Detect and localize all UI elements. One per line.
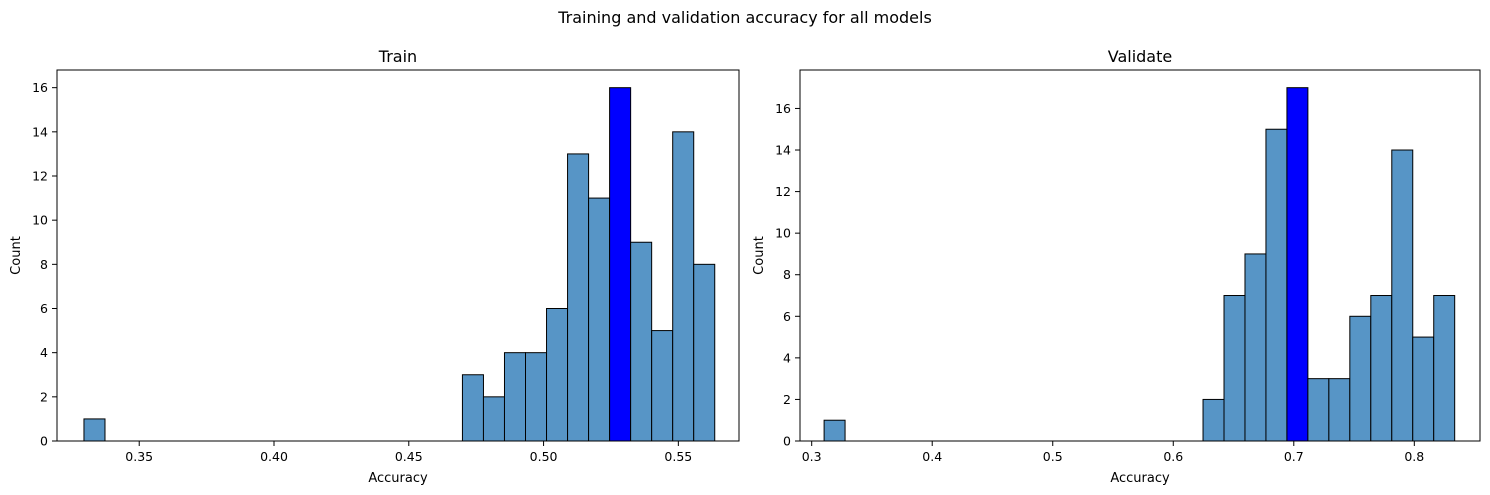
train-y-tick-label: 2	[40, 389, 48, 404]
validate-y-tick-label: 6	[783, 309, 791, 324]
figure-title: Training and validation accuracy for all…	[557, 8, 932, 27]
validate-bar	[1328, 378, 1351, 442]
train-x-tick-label: 0.40	[260, 449, 288, 464]
validate-bar	[1244, 253, 1267, 442]
train-y-tick-label: 10	[32, 213, 48, 228]
train-bar	[546, 308, 569, 442]
validate-bar	[1265, 128, 1288, 442]
train-histogram-panel: 0.35 0.40 0.45 0.50 0.55 0 2 4 6 8 10 12 14 16 Train Ac…	[9, 47, 740, 486]
train-bar	[461, 374, 484, 442]
train-bar	[503, 352, 527, 442]
train-bar	[525, 352, 548, 442]
train-x-tick-label: 0.35	[125, 449, 153, 464]
train-x-tick-label: 0.55	[664, 449, 692, 464]
train-y-axis-label: Count	[9, 236, 24, 275]
train-x-tick-label: 0.45	[395, 449, 423, 464]
train-y-tick-label: 8	[40, 257, 48, 272]
train-bar	[672, 131, 695, 442]
validate-bar	[823, 419, 846, 442]
validate-bar	[1412, 336, 1435, 442]
train-subplot-title: Train	[378, 47, 417, 66]
train-highlighted-bar	[609, 87, 632, 442]
train-bar	[651, 330, 674, 442]
validate-y-tick-label: 12	[775, 184, 791, 199]
train-y-tick-label: 6	[40, 301, 48, 316]
validate-y-tick-label: 0	[783, 434, 791, 449]
train-bar	[482, 396, 505, 442]
validate-y-tick-label: 4	[783, 350, 791, 365]
validate-y-axis-label: Count	[752, 236, 767, 275]
validate-subplot-title: Validate	[1108, 47, 1172, 66]
validate-x-tick-label: 0.6	[1163, 449, 1183, 464]
validate-y-tick-label: 10	[775, 226, 791, 241]
train-y-tick-label: 16	[32, 80, 48, 95]
train-y-tick-label: 4	[40, 345, 48, 360]
validate-bar	[1433, 295, 1456, 442]
train-x-tick-label: 0.50	[530, 449, 558, 464]
validate-bar	[1391, 149, 1414, 442]
validate-x-tick-label: 0.4	[922, 449, 942, 464]
validate-x-tick-label: 0.7	[1284, 449, 1304, 464]
train-y-tick-label: 14	[32, 124, 48, 139]
validate-x-tick-label: 0.8	[1404, 449, 1424, 464]
train-bar	[588, 197, 611, 442]
train-y-tick-label: 12	[32, 169, 48, 184]
validate-x-axis-label: Accuracy	[1110, 471, 1170, 486]
validate-bar	[1349, 315, 1372, 442]
validate-y-tick-label: 16	[775, 101, 791, 116]
train-axes-frame	[56, 69, 740, 442]
validate-x-tick-label: 0.5	[1043, 449, 1063, 464]
train-bar	[693, 263, 716, 442]
train-bar	[83, 418, 106, 442]
train-bar	[567, 153, 590, 442]
validate-highlighted-bar	[1286, 87, 1309, 442]
validate-y-tick-label: 8	[783, 267, 791, 282]
train-bar	[630, 241, 653, 442]
validate-y-tick-label: 2	[783, 392, 791, 407]
validate-y-tick-label: 14	[775, 143, 791, 158]
validate-axes-frame	[799, 69, 1481, 442]
validate-x-tick-label: 0.3	[802, 449, 822, 464]
validate-bar	[1307, 378, 1330, 442]
validate-bar	[1202, 398, 1225, 442]
train-y-tick-label: 0	[40, 434, 48, 449]
train-x-axis-label: Accuracy	[368, 471, 428, 486]
validate-bar	[1370, 295, 1393, 442]
validate-histogram-panel: 0.3 0.4 0.5 0.6 0.7 0.8 0 2 4 6 8 10 12 14 16 Validate A…	[752, 47, 1481, 486]
validate-bar	[1223, 295, 1246, 442]
